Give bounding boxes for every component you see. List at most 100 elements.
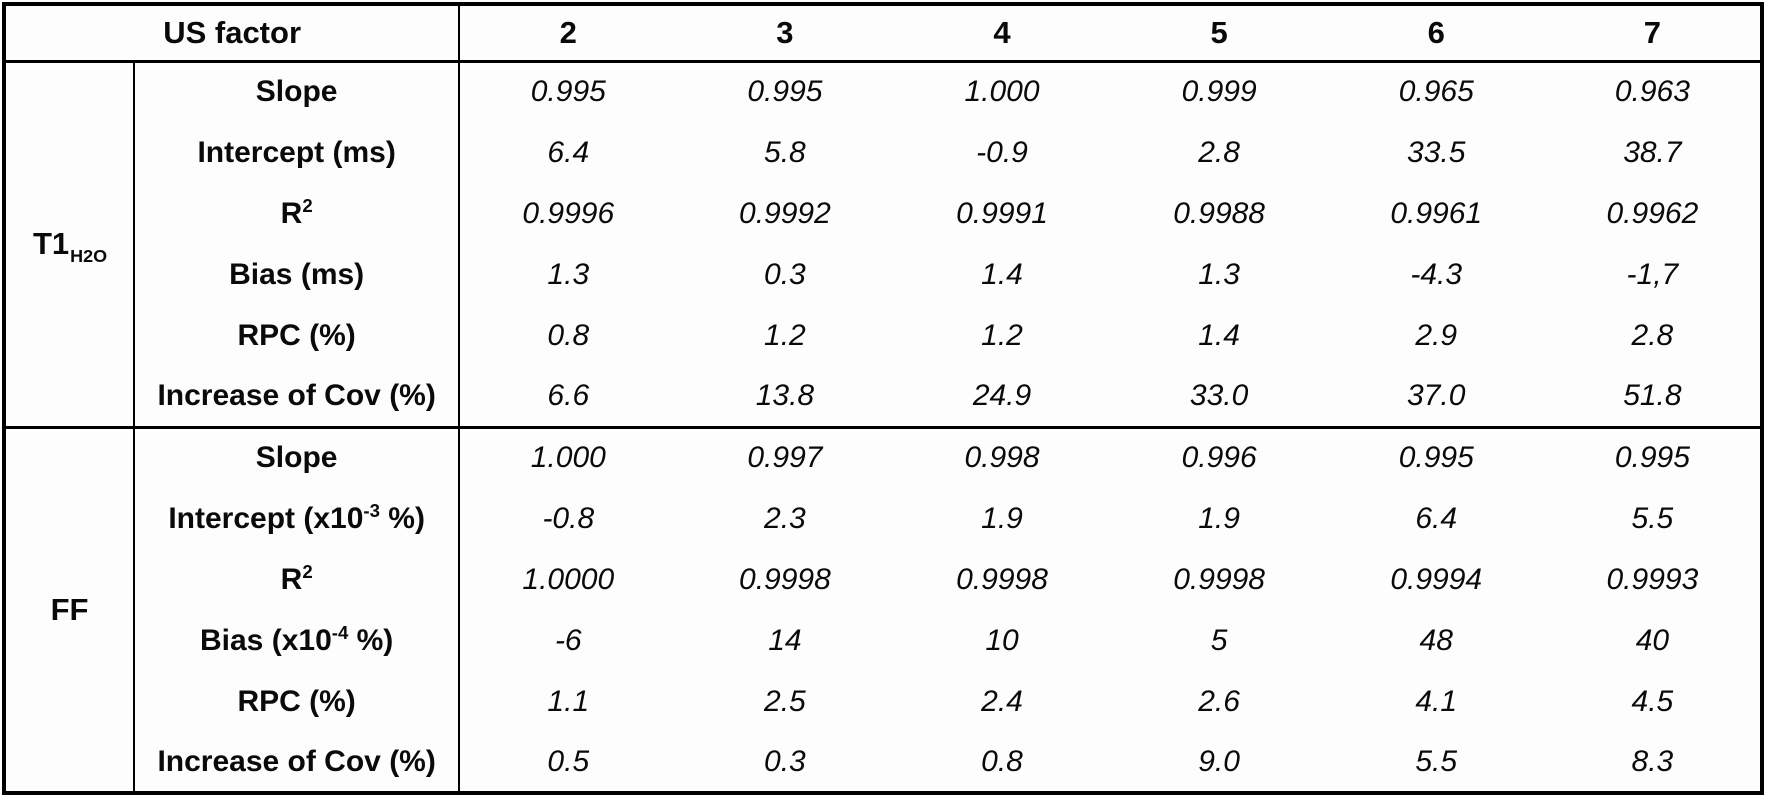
value-cell: 1.000 [459,425,677,488]
value-cell: 0.9998 [956,562,1048,596]
value-cell: 2.6 [1198,684,1240,718]
value-cell: 13.8 [755,378,815,412]
value-cell: 0.8 [547,318,590,352]
value-cell: 0.3 [764,744,806,778]
value-cell: 4.1 [1415,684,1458,718]
value-cell: 1.4 [1198,318,1240,352]
value-cell: 1.000 [964,75,1040,109]
value-cell: 0.8 [981,744,1023,778]
value-cell: 0.9992 [739,196,831,230]
value-cell: 8.3 [1631,744,1674,778]
table-row: R2 1.0000 0.9998 0.9998 0.9998 0.9994 0.… [4,549,1762,610]
value-cell: 51.8 [1623,378,1682,412]
value-cell: 0.997 [676,425,894,488]
table-row: R2 0.9996 0.9992 0.9991 0.9988 0.9961 0.… [4,183,1762,244]
value-cell: 0.9993 [1606,562,1699,596]
value-cell: 0.995 [747,75,823,109]
corner-header-us-factor: US factor [4,4,461,63]
value-cell: 1.9 [1198,501,1240,535]
value-cell: 14 [768,623,802,657]
value-cell: 5 [1210,623,1228,657]
value-cell: 1.1 [547,684,590,718]
row-label: RPC (%) [134,305,461,366]
row-label: Slope [134,425,461,488]
value-cell: 40 [1635,623,1670,657]
col-header-4: 4 [893,4,1111,63]
value-cell: 1.3 [547,257,590,291]
row-label-text: Bias (ms) [229,257,365,291]
value-cell: 0.5 [547,744,590,778]
value-cell: 5.5 [1631,501,1674,535]
table-row: Bias (ms) 1.3 0.3 1.4 1.3 -4.3 -1,7 [4,244,1762,305]
value-cell: 0.995 [1544,425,1762,488]
row-label-text: Increase of Cov (%) [157,744,436,778]
row-label: Bias (x10-4 %) [134,610,461,671]
group-label-sub: H2O [70,246,108,267]
value-cell: 24.9 [972,378,1032,412]
results-table: US factor 2 3 4 5 6 7 T1H2O Slope 0.995 … [2,2,1764,795]
value-cell: 33.5 [1407,135,1466,169]
row-label: Slope [134,61,461,122]
table-row: RPC (%) 0.8 1.2 1.2 1.4 2.9 2.8 [4,305,1762,366]
value-cell: -0.8 [542,501,595,535]
row-label-text: RPC (%) [237,318,356,352]
value-cell: 5.8 [764,135,806,169]
group-label-main: FF [50,591,89,627]
value-cell: -4.3 [1410,257,1463,291]
row-label-sup: 2 [302,560,313,582]
row-label: R2 [134,183,461,244]
value-cell: 2.8 [1198,135,1240,169]
row-label-text: Slope [255,75,338,109]
row-label: R2 [134,549,461,610]
row-label: Intercept (x10-3 %) [134,488,461,549]
row-label-text: Bias (x10 [200,623,332,657]
table-row: Bias (x10-4 %) -6 14 10 5 48 40 [4,610,1762,671]
row-label-sup: -3 [363,499,380,521]
value-cell: 0.9996 [522,196,615,230]
value-cell: 0.963 [1614,75,1690,109]
value-cell: 0.9998 [1173,562,1265,596]
value-cell: -1,7 [1626,257,1679,291]
value-cell: 1.0000 [522,562,615,596]
table-row: T1H2O Slope 0.995 0.995 1.000 0.999 0.96… [4,61,1762,427]
value-cell: 9.0 [1198,744,1240,778]
row-label-text: Intercept (ms) [197,135,396,169]
row-label-text: R [280,562,303,596]
row-label-sup: -4 [331,621,349,643]
group-label-main: T1 [32,226,70,261]
row-label-text: Increase of Cov (%) [157,378,436,412]
value-cell: 2.4 [981,684,1023,718]
value-cell: 0.9988 [1173,196,1265,230]
table-row: RPC (%) 1.1 2.5 2.4 2.6 4.1 4.5 [4,671,1762,732]
value-cell: 0.995 [1327,425,1545,488]
header-row: US factor 2 3 4 5 6 7 [4,4,1762,63]
row-label: Intercept (ms) [134,122,461,183]
value-cell: 1.3 [1198,257,1240,291]
value-cell: 2.5 [764,684,806,718]
col-header-6: 6 [1327,4,1545,63]
value-cell: 0.9991 [956,196,1048,230]
value-cell: 10 [985,623,1019,657]
value-cell: 2.3 [764,501,806,535]
col-header-7: 7 [1544,4,1762,63]
row-label-text: Intercept (x10 [168,501,364,535]
col-header-2: 2 [459,4,677,63]
value-cell: 2.9 [1415,318,1458,352]
value-cell: 6.4 [547,135,590,169]
col-header-3: 3 [676,4,894,63]
value-cell: 0.9998 [739,562,831,596]
value-cell: 0.998 [893,425,1111,488]
value-cell: -6 [554,623,582,657]
table-row: Increase of Cov (%) 0.5 0.3 0.8 9.0 5.5 … [4,732,1762,793]
value-cell: 6.6 [547,378,590,412]
value-cell: 38.7 [1623,135,1682,169]
col-header-5: 5 [1110,4,1328,63]
value-cell: 0.9994 [1390,562,1483,596]
group-header-ff: FF [4,425,136,793]
row-label-text: Slope [255,441,338,475]
row-label-sup: 2 [302,194,313,216]
value-cell: 5.5 [1415,744,1458,778]
value-cell: 6.4 [1415,501,1458,535]
row-label: Increase of Cov (%) [134,366,461,427]
